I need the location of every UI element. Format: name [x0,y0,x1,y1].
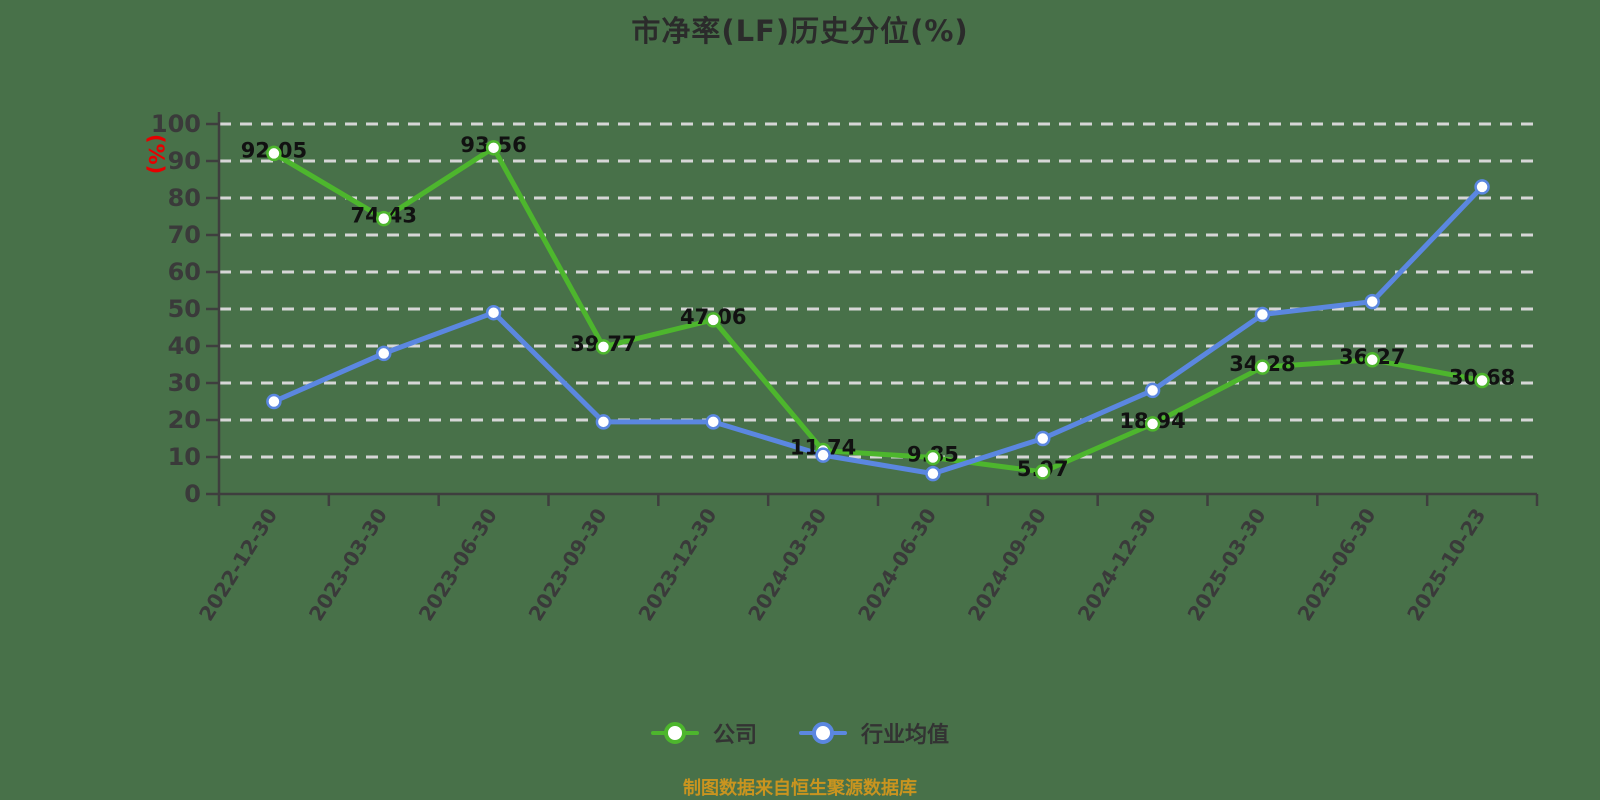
y-tick-label: 80 [168,184,201,212]
y-tick-label: 40 [168,332,201,360]
y-tick-label: 20 [168,406,201,434]
industry-series-marker [266,393,282,410]
industry-series-marker [376,345,392,362]
x-tick-label: 2024-03-30 [743,504,831,625]
company-series-marker [1364,352,1380,368]
legend: 公司 行业均值 [0,717,1600,749]
x-tick-label: 2025-03-30 [1183,504,1271,625]
x-tick-label: 2024-06-30 [853,504,941,625]
y-tick-label: 70 [168,221,201,249]
company-series-marker [705,312,721,328]
legend-label-industry: 行业均值 [861,723,950,748]
y-tick-label: 90 [168,147,201,175]
industry-series-marker [1254,306,1271,323]
x-tick-label: 2023-06-30 [414,504,502,625]
y-tick-label: 100 [151,110,201,138]
company-series-marker [485,140,502,156]
company-series-marker [1254,359,1271,375]
y-tick-label: 50 [168,295,201,323]
company-series-marker [1144,416,1161,432]
chart-title: 市净率(LF)历史分位(%) [631,14,969,48]
y-tick-label: 0 [184,480,201,508]
x-tick-label: 2023-09-30 [524,504,612,625]
company-series-marker [1035,464,1051,480]
industry-series-line [271,184,1485,477]
y-tick-label: 60 [168,258,201,286]
source-note: 制图数据来自恒生聚源数据库 [683,778,917,799]
x-tick-label: 2024-09-30 [963,504,1051,625]
industry-series-marker [1035,430,1051,447]
industry-series-marker [485,304,502,321]
company-series-marker [595,339,612,355]
industry-series-marker [925,465,941,482]
x-tick-label: 2022-12-30 [194,504,282,625]
x-tick-label: 2024-12-30 [1073,504,1161,625]
company-series-marker [1474,372,1490,389]
industry-series-legend-marker-icon [799,721,847,745]
company-series-legend-marker-icon [650,721,699,745]
company-series-line [271,145,1485,475]
company-series-marker [266,145,282,162]
legend-label-company: 公司 [712,723,757,748]
y-tick-label: 30 [168,369,201,397]
company-series-marker [376,210,392,227]
industry-series-marker [1364,293,1380,310]
x-tick-label: 2025-06-30 [1292,504,1380,625]
legend-item-company[interactable]: 公司 [650,717,757,749]
industry-series-marker [705,414,721,430]
legend-item-industry[interactable]: 行业均值 [799,717,949,749]
x-tick-label: 2023-03-30 [304,504,392,625]
industry-series-marker [1474,179,1490,195]
x-tick-label: 2025-10-23 [1402,504,1490,625]
y-tick-label: 10 [168,443,201,471]
industry-series-marker [595,414,612,430]
company-series-marker [925,449,941,466]
industry-series-marker [815,447,831,463]
x-tick-label: 2023-12-30 [633,504,721,625]
industry-series-marker [1144,382,1161,399]
